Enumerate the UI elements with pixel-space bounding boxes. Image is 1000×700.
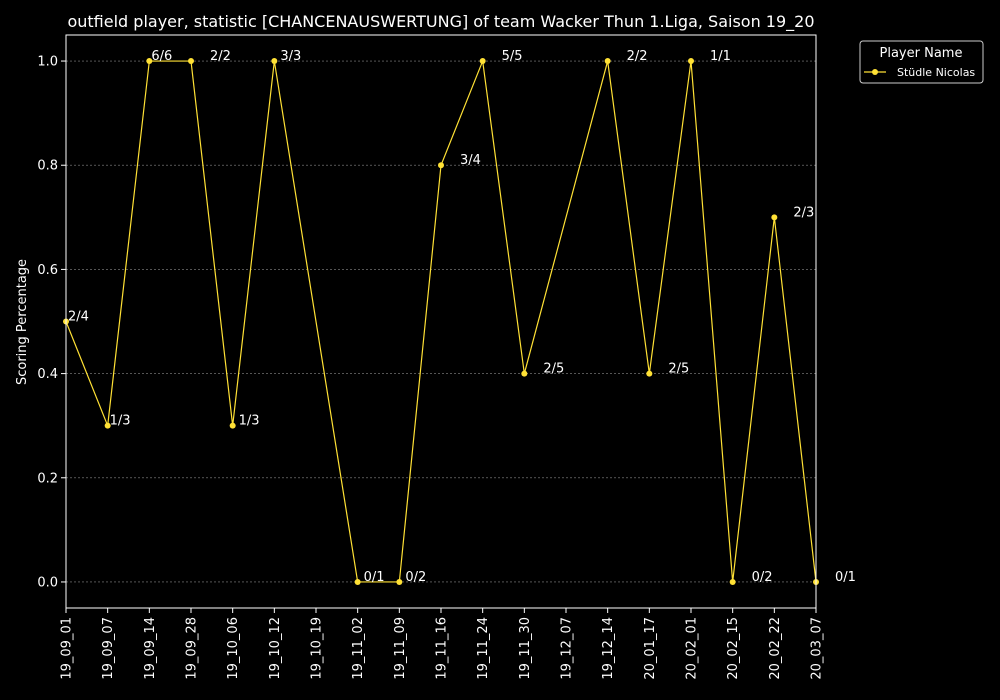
data-label: 1/3	[239, 414, 260, 429]
data-point	[688, 58, 694, 65]
data-label: 2/4	[68, 310, 89, 325]
data-labels: 2/4 1/3 6/6 2/2 1/3 3/3 0/1 0/2 3/4 5/5 2/5 2/2 2/5 1…	[68, 49, 856, 585]
data-point	[646, 370, 653, 377]
data-label: 2/2	[627, 49, 648, 64]
x-tick-label: 20_03_07	[810, 617, 825, 680]
data-label: 0/2	[405, 570, 426, 585]
y-tick-label: 0.6	[37, 263, 58, 278]
data-point	[396, 578, 403, 585]
y-tick-label: 0.4	[37, 367, 58, 382]
data-point	[229, 422, 236, 429]
data-label: 2/2	[210, 49, 231, 64]
data-point	[479, 58, 486, 65]
data-label: 2/3	[793, 205, 814, 220]
y-tick-label: 0.0	[37, 575, 58, 590]
x-tick-label: 19_11_24	[476, 617, 491, 680]
data-point	[271, 58, 278, 65]
legend-marker	[872, 69, 878, 75]
x-tick-label: 19_12_14	[601, 617, 616, 680]
x-tick-label: 20_01_17	[643, 617, 658, 680]
data-point	[771, 214, 778, 221]
x-tick-label: 19_09_28	[185, 617, 200, 680]
x-tick-label: 19_10_06	[226, 617, 241, 680]
chart-title: outfield player, statistic [CHANCENAUSWE…	[67, 12, 814, 32]
y-axis: 0.0 0.2 0.4 0.6 0.8 1.0	[37, 55, 66, 590]
data-point	[146, 58, 153, 65]
x-tick-label: 20_02_15	[726, 617, 741, 680]
x-tick-label: 19_11_30	[518, 617, 533, 680]
x-tick-label: 19_11_16	[435, 617, 450, 680]
data-label: 3/4	[460, 153, 481, 168]
y-axis-label: Scoring Percentage	[15, 259, 30, 385]
x-tick-label: 19_09_07	[101, 617, 116, 680]
data-label: 6/6	[151, 49, 172, 64]
data-point	[729, 578, 736, 585]
legend-title: Player Name	[880, 46, 963, 61]
data-label: 0/2	[752, 570, 773, 585]
data-point	[354, 578, 361, 585]
data-label: 3/3	[280, 49, 301, 64]
y-tick-label: 0.2	[37, 471, 58, 486]
legend-box	[859, 40, 984, 84]
x-tick-label: 20_02_22	[768, 617, 783, 680]
data-point	[604, 58, 611, 65]
data-label: 0/1	[835, 570, 856, 585]
data-point	[188, 58, 194, 65]
data-label: 0/1	[364, 570, 385, 585]
x-tick-label: 19_10_19	[310, 617, 325, 680]
y-tick-label: 1.0	[37, 55, 58, 70]
x-tick-label: 19_10_12	[268, 617, 283, 680]
data-label: 2/5	[668, 362, 689, 377]
data-label: 1/3	[110, 414, 131, 429]
data-label: 5/5	[502, 49, 523, 64]
x-tick-label: 19_11_09	[393, 617, 408, 680]
data-points	[63, 58, 819, 585]
data-label: 1/1	[710, 49, 731, 64]
y-tick-label: 0.8	[37, 159, 58, 174]
data-point	[521, 370, 528, 377]
legend: Player Name Stüdle Nicolas	[859, 40, 984, 84]
x-tick-label: 19_12_07	[560, 617, 575, 680]
x-tick-label: 19_11_02	[351, 617, 366, 680]
data-label: 2/5	[543, 362, 564, 377]
x-tick-label: 19_09_14	[143, 617, 158, 680]
legend-entry-label: Stüdle Nicolas	[897, 66, 975, 79]
data-point	[104, 422, 111, 429]
plot-frame	[65, 34, 817, 609]
x-tick-label: 20_02_01	[685, 617, 700, 680]
x-tick-label: 19_09_01	[60, 617, 75, 680]
data-point	[438, 162, 444, 169]
x-axis: 19_09_01 19_09_07 19_09_14 19_09_28 19_10_06…	[60, 608, 825, 680]
